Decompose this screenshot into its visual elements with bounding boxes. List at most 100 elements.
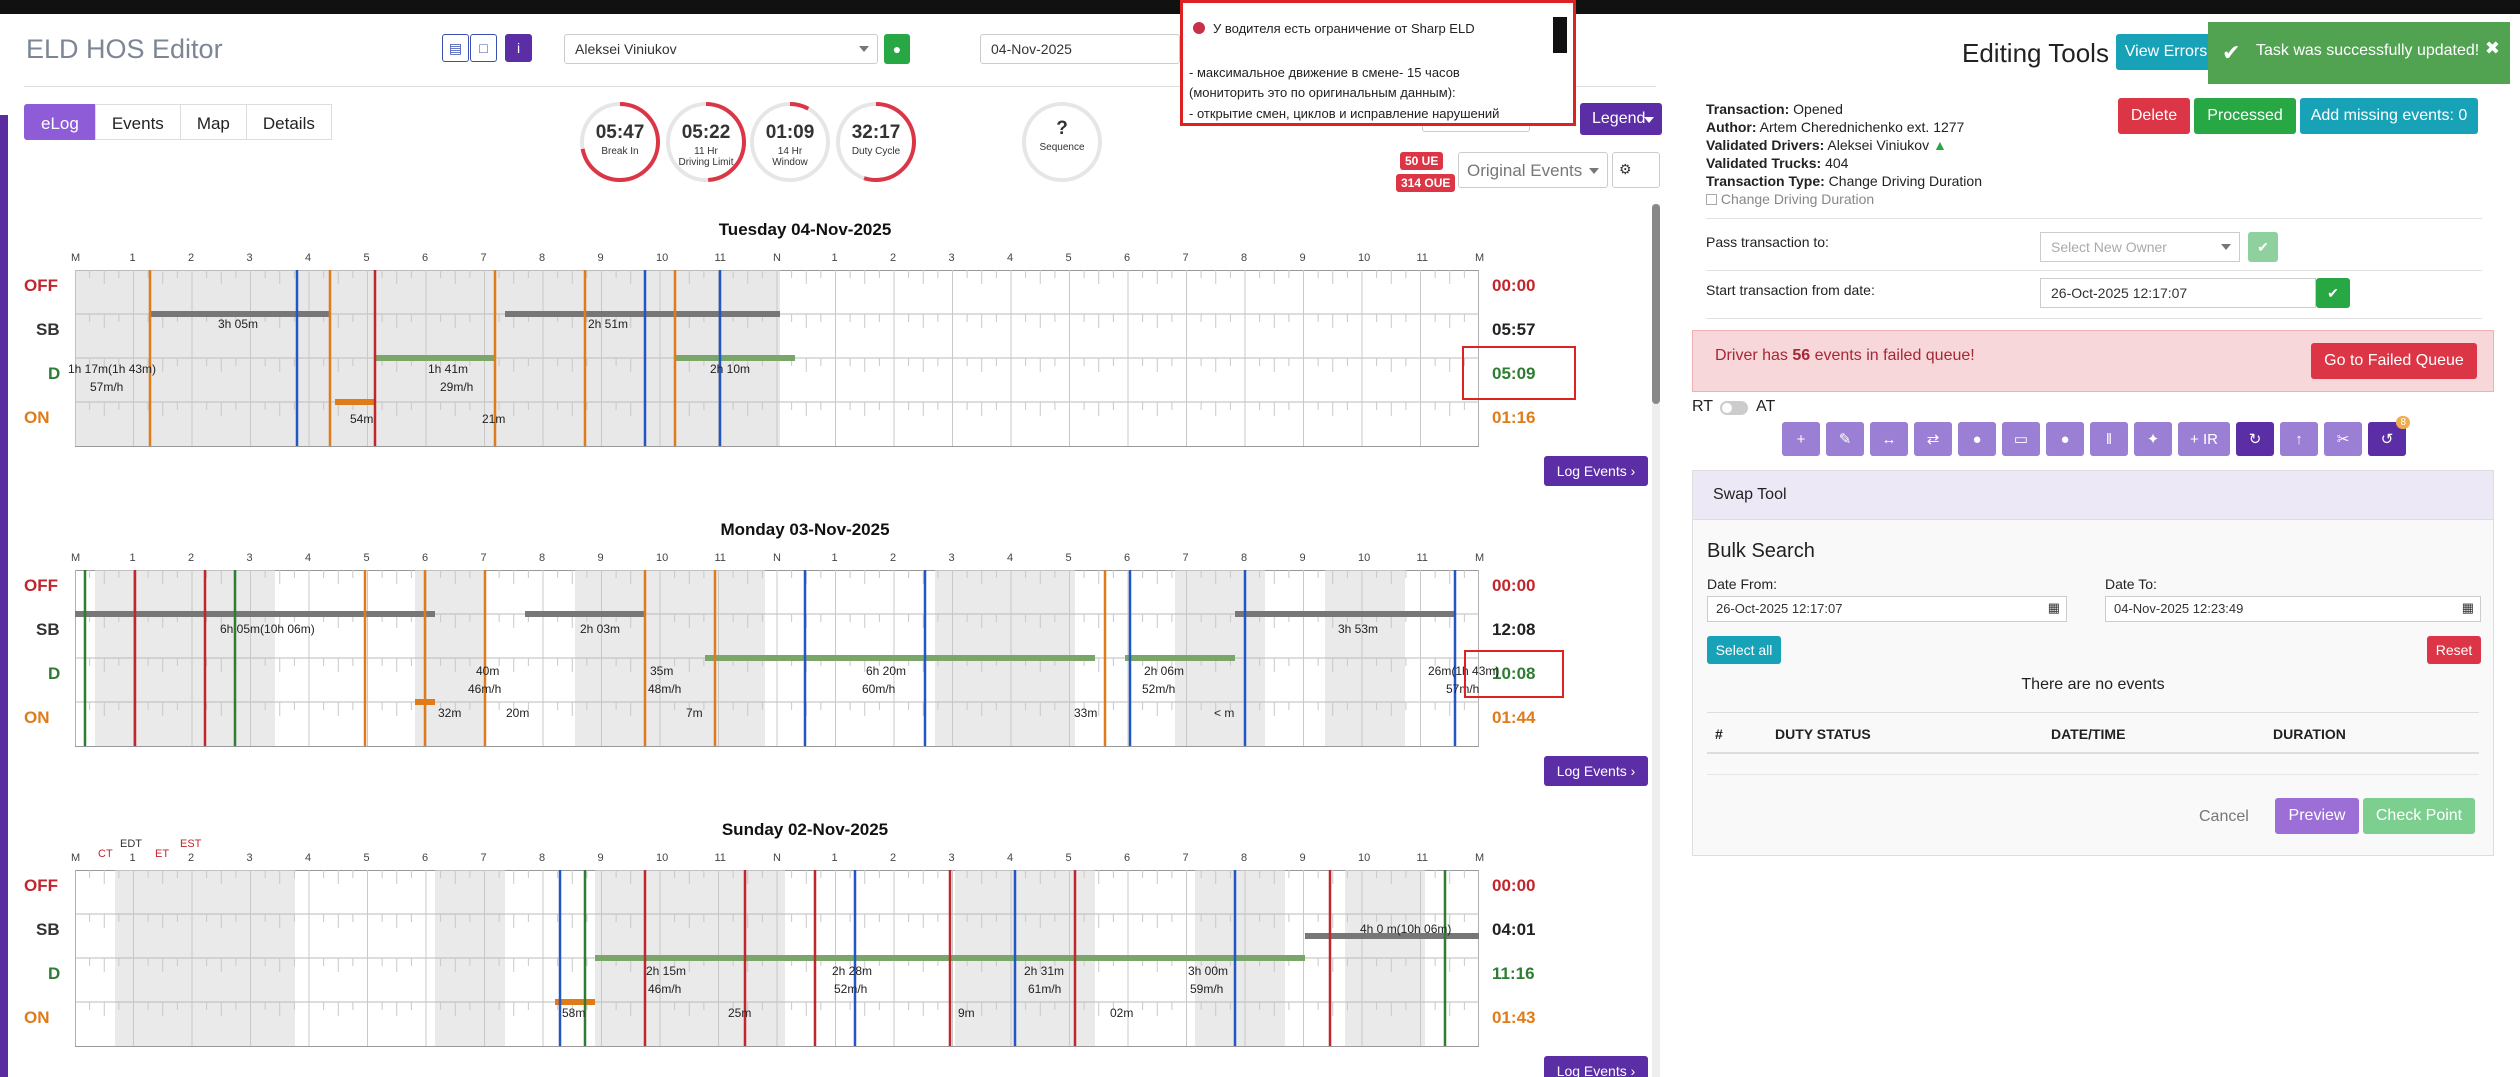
segment-annotation: 2h 15m bbox=[646, 964, 687, 978]
calendar-icon[interactable]: ▦ bbox=[2047, 600, 2060, 615]
hour-tick-label: 6 bbox=[422, 252, 429, 264]
hour-tick-label: 1 bbox=[129, 852, 136, 864]
add-ir-button[interactable]: + IR bbox=[2178, 422, 2230, 456]
date-select[interactable]: 04-Nov-2025 bbox=[980, 34, 1180, 64]
delete-button[interactable]: Delete bbox=[2118, 98, 2190, 134]
date-to-label: Date To: bbox=[2105, 576, 2157, 592]
plus-icon[interactable]: + bbox=[1782, 422, 1820, 456]
date-to-input[interactable]: 04-Nov-2025 12:23:49 ▦ bbox=[2105, 596, 2481, 622]
log-events-button[interactable]: Log Events › bbox=[1544, 756, 1648, 786]
select-all-button[interactable]: Select all bbox=[1707, 636, 1781, 664]
trash-icon[interactable]: ▭ bbox=[2002, 422, 2040, 456]
tab-details[interactable]: Details bbox=[245, 104, 332, 140]
hour-tick-label: 3 bbox=[246, 552, 253, 564]
pass-confirm-button[interactable]: ✔ bbox=[2248, 232, 2278, 262]
reset-button[interactable]: Reset bbox=[2427, 636, 2481, 664]
add-missing-events-button[interactable]: Add missing events: 0 bbox=[2300, 98, 2478, 134]
hour-tick-label: 6 bbox=[1124, 552, 1131, 564]
preview-button[interactable]: Preview bbox=[2275, 798, 2359, 834]
hour-tick-label: 3 bbox=[948, 552, 955, 564]
chevron-down-icon bbox=[2221, 244, 2231, 250]
close-icon[interactable]: ✖ bbox=[2484, 38, 2500, 58]
gauge-value: 05:47 bbox=[595, 122, 645, 143]
at-label: AT bbox=[1756, 398, 1776, 415]
tab-map[interactable]: Map bbox=[179, 104, 247, 140]
total-off: 00:00 bbox=[1492, 576, 1536, 595]
status-label-on: ON bbox=[24, 708, 50, 727]
users-icon[interactable]: ● bbox=[2046, 422, 2084, 456]
divider bbox=[1707, 752, 2479, 754]
events-select[interactable]: Original Events bbox=[1458, 152, 1608, 188]
hour-tick-label: 2 bbox=[188, 852, 195, 864]
status-label-sb: SB bbox=[36, 320, 60, 339]
segment-annotation: 52m/h bbox=[834, 982, 868, 996]
info-icon[interactable]: i bbox=[505, 34, 532, 62]
failed-queue-button[interactable]: Go to Failed Queue bbox=[2311, 343, 2477, 379]
hour-tick-label: 5 bbox=[1065, 252, 1072, 264]
timezone-label: ET bbox=[155, 848, 170, 860]
hour-tick-label: 1 bbox=[129, 552, 136, 564]
hour-tick-label: 4 bbox=[305, 552, 312, 564]
processed-button[interactable]: Processed bbox=[2194, 98, 2296, 134]
refresh-icon[interactable]: ↻ bbox=[2236, 422, 2274, 456]
magic-icon[interactable]: ✦ bbox=[2134, 422, 2172, 456]
chart-scroll-thumb[interactable] bbox=[1652, 204, 1660, 404]
note-icon[interactable]: □ bbox=[470, 34, 497, 62]
total-on: 01:43 bbox=[1492, 1008, 1536, 1027]
hour-tick-label: 1 bbox=[129, 252, 136, 264]
shift-icon[interactable]: ↔ bbox=[1870, 422, 1908, 456]
hour-tick-label: 4 bbox=[1007, 252, 1014, 264]
change-duration-checkbox[interactable] bbox=[1706, 194, 1717, 205]
chart-scrollbar[interactable] bbox=[1652, 204, 1660, 1077]
hour-tick-label: 5 bbox=[1065, 552, 1072, 564]
popup-scroll-thumb[interactable] bbox=[1553, 17, 1567, 53]
gauge-ring bbox=[666, 102, 746, 182]
hour-tick-label: 5 bbox=[363, 252, 370, 264]
hour-tick-label: 2 bbox=[188, 552, 195, 564]
popup-title: У водителя есть ограничение от Sharp ELD bbox=[1213, 21, 1475, 36]
calendar-icon[interactable]: ▦ bbox=[2461, 600, 2474, 615]
day-title: Sunday 02-Nov-2025 bbox=[721, 820, 889, 839]
columns-icon[interactable]: ‖ bbox=[2090, 422, 2128, 456]
popup-line-1: - максимальное движение в смене- 15 часо… bbox=[1189, 65, 1460, 80]
date-from-input[interactable]: 26-Oct-2025 12:17:07 ▦ bbox=[1707, 596, 2067, 622]
align-top-icon[interactable]: ↑ bbox=[2280, 422, 2318, 456]
driver-select-value: Aleksei Viniukov bbox=[575, 41, 677, 57]
segment-annotation: 6h 05m(10h 06m) bbox=[220, 622, 315, 636]
driver-user-button[interactable]: ● bbox=[884, 34, 910, 64]
segment-annotation: 20m bbox=[506, 706, 530, 720]
status-label-off: OFF bbox=[24, 876, 58, 895]
check-point-button[interactable]: Check Point bbox=[2363, 798, 2475, 834]
segment-annotation: 21m bbox=[482, 412, 506, 426]
history-icon[interactable]: ↺ 8 bbox=[2368, 416, 2410, 456]
segment-annotation: 3h 53m bbox=[1338, 622, 1379, 636]
segment-annotation: 58m bbox=[562, 1006, 586, 1020]
view-errors-button[interactable]: View Errors bbox=[2116, 34, 2216, 70]
segment-annotation: 61m/h bbox=[1028, 982, 1062, 996]
document-icon[interactable]: ▤ bbox=[442, 34, 469, 62]
segment-annotation: 2h 31m bbox=[1024, 964, 1065, 978]
legend-button[interactable]: Legend bbox=[1580, 103, 1662, 135]
legend-label: Legend bbox=[1592, 110, 1646, 127]
user-icon[interactable]: ● bbox=[1958, 422, 1996, 456]
hour-tick-label: 11 bbox=[1416, 252, 1428, 264]
pencil-icon[interactable]: ✎ bbox=[1826, 422, 1864, 456]
timezone-label: CT bbox=[98, 848, 113, 860]
settings-dropdown[interactable]: ⚙ bbox=[1612, 152, 1660, 188]
tab-elog[interactable]: eLog bbox=[24, 104, 96, 140]
status-label-sb: SB bbox=[36, 620, 60, 639]
start-date-input[interactable]: 26-Oct-2025 12:17:07 bbox=[2040, 278, 2316, 308]
scissors-icon[interactable]: ✂ bbox=[2324, 422, 2362, 456]
swap-icon[interactable]: ⇄ bbox=[1914, 422, 1952, 456]
cancel-button[interactable]: Cancel bbox=[2199, 808, 2249, 825]
start-date-confirm-button[interactable]: ✔ bbox=[2316, 278, 2350, 308]
log-events-button[interactable]: Log Events › bbox=[1544, 456, 1648, 486]
driver-select[interactable]: Aleksei Viniukov bbox=[564, 34, 878, 64]
owner-select[interactable]: Select New Owner bbox=[2040, 232, 2240, 262]
log-events-button[interactable]: Log Events › bbox=[1544, 1056, 1648, 1077]
total-off: 00:00 bbox=[1492, 876, 1536, 895]
segment-annotation: 2h 06m bbox=[1144, 664, 1185, 678]
drivers-label: Validated Drivers: bbox=[1706, 137, 1825, 153]
tab-events[interactable]: Events bbox=[94, 104, 181, 140]
rt-at-toggle[interactable] bbox=[1720, 401, 1748, 415]
